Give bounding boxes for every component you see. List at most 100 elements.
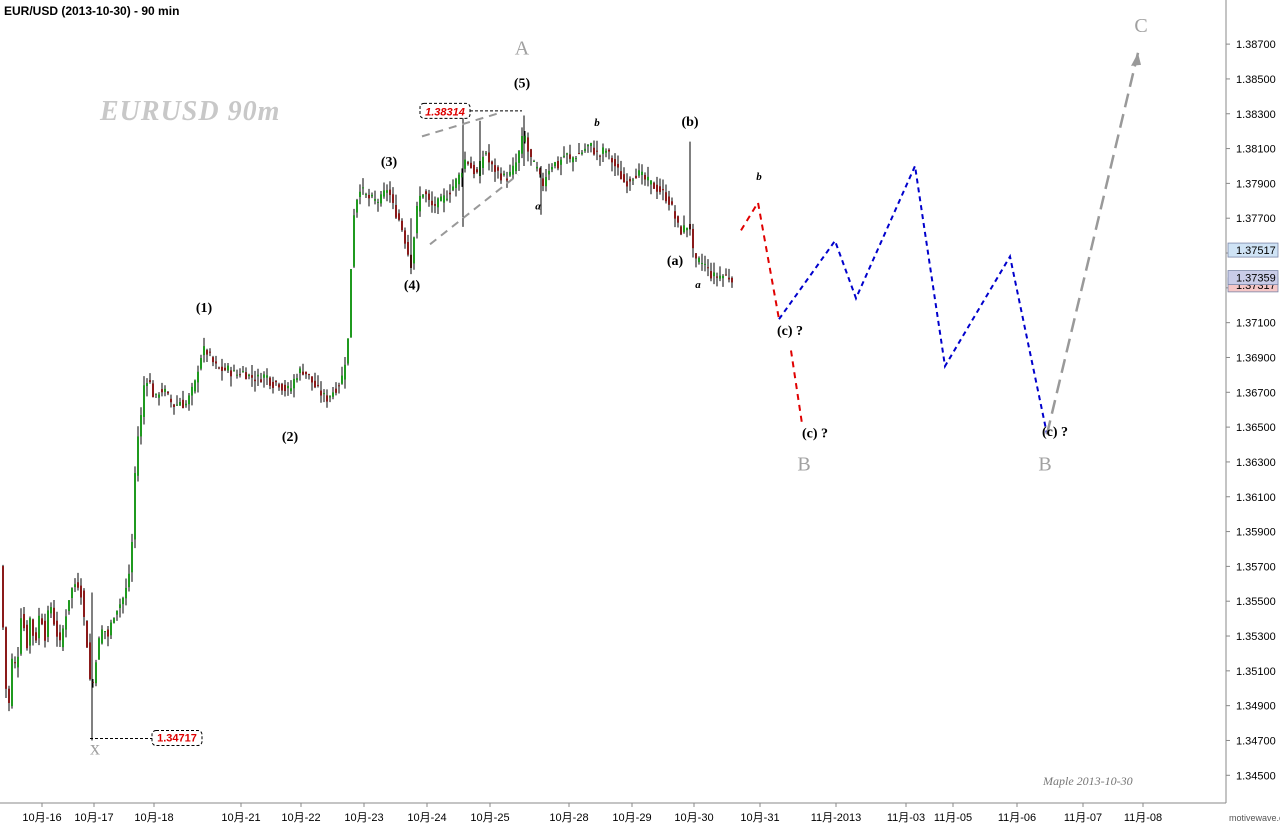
candle-body xyxy=(395,204,397,218)
candle-body xyxy=(263,374,265,378)
candle-body xyxy=(326,395,328,402)
candle-body xyxy=(110,622,112,636)
candle-body xyxy=(560,159,562,165)
candle-body xyxy=(695,253,697,259)
candle-body xyxy=(383,190,385,197)
candle-body xyxy=(593,147,595,155)
candle-body xyxy=(188,395,190,405)
chart-grid xyxy=(0,0,1226,803)
level-box xyxy=(151,730,203,747)
candle-body xyxy=(509,171,511,176)
plot-area xyxy=(0,0,1226,803)
candle-body xyxy=(152,383,154,398)
candle-body xyxy=(128,573,130,588)
candle-body xyxy=(200,358,202,369)
candle-body xyxy=(482,156,484,168)
y-tick-label: 1.34700 xyxy=(1236,735,1276,747)
candle-body xyxy=(575,158,577,160)
candle-body xyxy=(11,658,13,707)
candle-body xyxy=(476,169,478,173)
candle-body xyxy=(518,151,520,163)
candle-body xyxy=(155,393,157,395)
candle-body xyxy=(542,178,544,187)
forecast-path xyxy=(778,162,1048,435)
candle-body xyxy=(623,174,625,183)
candle-body xyxy=(365,194,367,196)
candle-body xyxy=(608,149,610,152)
wave-label: (2) xyxy=(282,430,299,445)
candle-body xyxy=(680,226,682,235)
candle-body xyxy=(182,399,184,409)
wave-label: (3) xyxy=(381,155,398,170)
wave-label: (1) xyxy=(196,301,213,316)
wave-label: B xyxy=(797,454,810,476)
candle-body xyxy=(353,215,355,267)
candle-body xyxy=(122,598,124,605)
wave-label: (5) xyxy=(514,77,531,92)
candle-body xyxy=(548,170,550,175)
candle-body xyxy=(53,607,55,625)
candle-body xyxy=(704,263,706,265)
candle-body xyxy=(23,613,25,629)
candle-body xyxy=(629,178,631,182)
x-tick-label: 10月-21 xyxy=(221,812,260,824)
candle-body xyxy=(17,656,19,668)
candle-body xyxy=(449,192,451,195)
candle-body xyxy=(68,600,70,612)
candle-body xyxy=(302,371,304,375)
candle-body xyxy=(119,604,121,609)
candle-body xyxy=(452,186,454,191)
candle-body xyxy=(521,136,523,154)
candle-body xyxy=(605,150,607,153)
candle-body xyxy=(158,394,160,398)
candle-body xyxy=(503,173,505,176)
candle-body xyxy=(149,380,151,382)
candle-body xyxy=(587,144,589,147)
candle-body xyxy=(485,152,487,154)
forecast-paths xyxy=(421,52,1141,435)
candle-body xyxy=(92,681,94,683)
candle-body xyxy=(293,378,295,389)
wave-label: b xyxy=(594,117,600,129)
price-tag-label: 1.37517 xyxy=(1236,245,1276,257)
x-tick-label: 10月-22 xyxy=(281,812,320,824)
candle-body xyxy=(32,619,34,636)
y-tick-label: 1.38300 xyxy=(1236,109,1276,121)
candle-body xyxy=(491,161,493,165)
candle-body xyxy=(347,338,349,364)
candle-body xyxy=(125,587,127,599)
candle-body xyxy=(197,371,199,383)
candle-body xyxy=(599,155,601,157)
candle-body xyxy=(323,393,325,395)
candle-body xyxy=(716,276,718,278)
candle-body xyxy=(419,195,421,212)
candle-body xyxy=(401,220,403,231)
candle-body xyxy=(515,162,517,172)
candle-body xyxy=(713,272,715,277)
candle-body xyxy=(95,662,97,684)
candle-body xyxy=(434,204,436,206)
wave-label: C xyxy=(1134,15,1147,37)
candle-body xyxy=(656,184,658,192)
candle-body xyxy=(332,392,334,397)
x-tick-label: 10月-16 xyxy=(22,812,61,824)
y-tick-label: 1.36300 xyxy=(1236,457,1276,469)
candle-body xyxy=(527,137,529,152)
candle-body xyxy=(707,267,709,269)
wave-label: (c) ? xyxy=(802,427,828,442)
candle-body xyxy=(665,192,667,202)
y-tick-label: 1.38500 xyxy=(1236,74,1276,86)
candle-body xyxy=(113,618,115,623)
y-tick-label: 1.36500 xyxy=(1236,422,1276,434)
y-tick-label: 1.36100 xyxy=(1236,492,1276,504)
candle-body xyxy=(209,351,211,353)
candle-body xyxy=(368,194,370,199)
y-tick-label: 1.37900 xyxy=(1236,178,1276,190)
candle-body xyxy=(653,182,655,189)
candle-body xyxy=(320,390,322,396)
brand-label: motivewave.com xyxy=(1229,813,1280,823)
candle-body xyxy=(62,628,64,648)
candle-body xyxy=(107,629,109,637)
candle-body xyxy=(362,187,364,189)
